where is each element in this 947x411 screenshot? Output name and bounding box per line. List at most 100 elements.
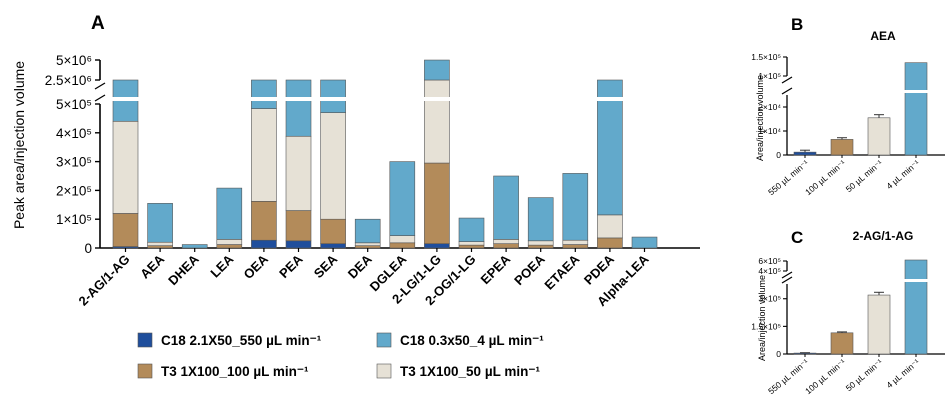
legend-swatch (376, 363, 392, 379)
panelC-ytick-label: 0 (776, 349, 781, 359)
panelB-ytick-label: 1.5×10⁵ (751, 52, 781, 62)
panel-a-bar-segment (112, 120, 139, 214)
panel-a-bar-segment (320, 79, 346, 113)
panel-a-xtick-label: EPEA (478, 251, 514, 287)
panelB-xtick-label: 50 µL min⁻¹ (844, 158, 885, 194)
panelC-bar (904, 259, 928, 355)
panelB-ytick-label: 2×10⁴ (758, 102, 781, 112)
panel-a-bar-segment (251, 79, 277, 109)
panel-a-bar-segment (181, 244, 208, 249)
panel-a-bar-segment (458, 244, 485, 249)
panel-a-ytick-label: 5×10⁶ (56, 53, 92, 68)
panelC-xtick-label: 4 µL min⁻¹ (884, 357, 921, 390)
panel-b-title: AEA (870, 29, 896, 43)
panel-a-bar-segment (285, 135, 312, 211)
panelC-xtick-label: 100 µL min⁻¹ (803, 357, 847, 396)
panel-a-bar-segment (389, 235, 416, 244)
panelB-ytick-label: 1×10⁴ (758, 126, 781, 136)
panel-a-xtick-label: SEA (311, 251, 341, 281)
panel-a-bar-break-gap (284, 97, 313, 101)
panel-a-bar-segment (527, 197, 554, 242)
panel-a-bar-segment (216, 239, 243, 245)
panel-a-xtick-label: LEA (207, 251, 236, 280)
panel-c-ylabel: Area/injection volume (757, 275, 767, 361)
panelC-break-1 (781, 271, 793, 279)
panel-c-title: 2-AG/1-AG (853, 229, 914, 243)
panel-a-bar-segment (251, 201, 277, 241)
panelB-bar (793, 151, 817, 156)
panelB-bar (830, 139, 854, 156)
panel-a-ytick-label: 3×10⁵ (56, 155, 92, 170)
panelB-break-2 (781, 87, 793, 95)
panelB-bar (904, 62, 928, 156)
panelB-bar-break-gap (903, 90, 929, 93)
panel-a-ytick-label: 1×10⁵ (56, 212, 92, 227)
panel-a-xtick-label: DHEA (165, 251, 202, 288)
panel-a-bar-segment (389, 161, 416, 236)
panelB-ytick-label: 0 (776, 150, 781, 160)
panelC-bar (830, 332, 854, 355)
panel-a-bar-segment (424, 79, 450, 164)
panel-a-bar-segment (320, 218, 346, 244)
panel-a-bar-segment (354, 242, 381, 246)
panel-a-bar-segment (285, 79, 312, 137)
panel-a-letter: A (91, 13, 105, 34)
panel-a-bar-break-gap (318, 97, 348, 101)
panel-a-bar-segment (285, 240, 312, 249)
panel-a-break-2 (94, 94, 106, 102)
panelC-ytick-label: 3×10⁵ (758, 294, 781, 304)
panel-a-bar-segment (597, 79, 623, 216)
panel-a-xtick-label: PEA (276, 251, 306, 281)
panel-a-bar-segment (597, 237, 623, 249)
legend: C18 2.1X50_550 µL min⁻¹ C18 0.3x50_4 µL m… (137, 332, 544, 379)
panelB-break-1 (781, 76, 793, 84)
panel-a-bar-segment (112, 213, 139, 247)
panel-a-bar-segment (458, 241, 485, 246)
panel-a-bar-segment (354, 218, 381, 244)
panel-a-bar-segment (527, 240, 554, 246)
panel-a-bar-break-gap (422, 97, 452, 101)
panel-a-bar-break-gap (595, 97, 625, 101)
panelB-ytick-label: 1×10⁵ (758, 71, 781, 81)
panel-a-ytick-label: 2.5×10⁶ (45, 73, 92, 88)
panelC-bar (867, 294, 891, 355)
panel-c-letter: C (791, 228, 803, 247)
panel-a-bar-segment (216, 244, 243, 249)
panel-b: B AEA Area/injection volume 0 1×10⁴ 2×10⁴ 1… (751, 15, 945, 197)
panelC-ytick-label: 6×10⁵ (758, 256, 781, 266)
panelC-break-2 (781, 276, 793, 284)
panel-a-bar-segment (354, 245, 381, 249)
panel-a-bar-segment (147, 245, 173, 249)
panel-a-bar-break-gap (111, 97, 140, 101)
legend-label: T3 1X100_100 µL min⁻¹ (161, 364, 309, 379)
panelC-ytick-label: 1.5×10⁵ (751, 321, 781, 331)
panel-a-bar-segment (562, 239, 589, 245)
panel-a-bar-segment (493, 175, 519, 240)
panel-a-ytick-label: 5×10⁵ (56, 97, 92, 112)
panel-a-bar-segment (285, 210, 312, 242)
panel-a-bar-segment (597, 214, 623, 239)
legend-label: C18 0.3x50_4 µL min⁻¹ (400, 333, 544, 348)
panel-a-xtick-label: DEA (345, 251, 375, 281)
panel-a-bar-segment (251, 108, 277, 202)
panel-a-ytick-label: 0 (84, 241, 92, 256)
panel-a-bar-segment (493, 239, 519, 244)
panel-b-ylabel: Area/injection volume (755, 75, 765, 161)
panel-a-bar-segment (424, 243, 450, 249)
panel-a-ylabel: Peak area/injection volume (11, 61, 27, 229)
legend-label: C18 2.1X50_550 µL min⁻¹ (161, 333, 322, 348)
panelB-xtick-label: 100 µL min⁻¹ (803, 158, 847, 197)
panel-a-bar-segment (216, 187, 243, 240)
panel-a-xtick-label: OEA (240, 251, 271, 282)
panel-a-bar-segment (631, 236, 658, 249)
panel-a-bar-segment (493, 243, 519, 249)
panel-a-bar-segment (424, 59, 450, 81)
panel-a-ytick-label: 2×10⁵ (56, 183, 92, 198)
legend-label: T3 1X100_50 µL min⁻¹ (400, 364, 540, 379)
panelB-bar (867, 117, 891, 156)
panel-a-bar-segment (458, 217, 485, 242)
panel-a-bar-segment (251, 239, 277, 249)
panel-c: C 2-AG/1-AG Area/injection volume 0 1.5×1… (751, 228, 945, 396)
panel-a-bar-segment (320, 112, 346, 220)
